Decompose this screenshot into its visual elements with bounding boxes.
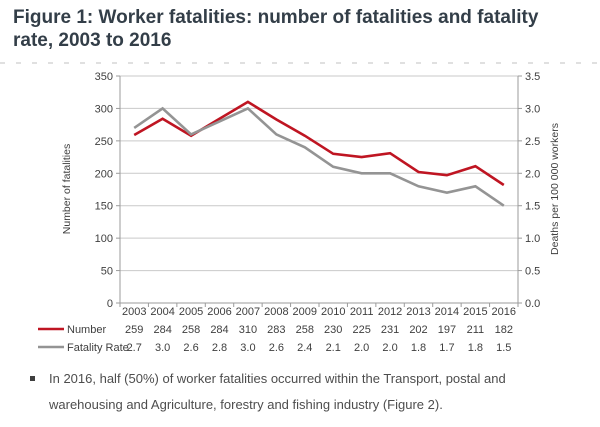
series-line-fatality-rate bbox=[133, 106, 505, 207]
right-axis-tick-label: 0.0 bbox=[525, 298, 540, 310]
chart-container: 0 0.0 50 0.5 100 1.0 150 1.5 200 2.0 250 2.5 300 3.0 3… bbox=[0, 63, 600, 359]
table-value-number: 230 bbox=[324, 324, 342, 336]
table-value-fatality-rate: 3.0 bbox=[240, 342, 255, 354]
right-axis-tick-label: 2.5 bbox=[525, 136, 540, 148]
table-value-number: 182 bbox=[495, 324, 513, 336]
x-axis-label: 2011 bbox=[350, 306, 374, 318]
bullet-list: In 2016, half (50%) of worker fatalities… bbox=[30, 366, 570, 418]
bullet-square-icon bbox=[30, 376, 35, 381]
title-divider bbox=[0, 62, 600, 64]
bullet-text: In 2016, half (50%) of worker fatalities… bbox=[49, 371, 506, 412]
x-axis-label: 2013 bbox=[406, 306, 430, 318]
table-value-fatality-rate: 2.0 bbox=[382, 342, 397, 354]
left-axis-tick-label: 150 bbox=[95, 201, 113, 213]
table-value-fatality-rate: 2.4 bbox=[297, 342, 312, 354]
table-value-fatality-rate: 3.0 bbox=[155, 342, 170, 354]
left-axis-tick-label: 250 bbox=[95, 136, 113, 148]
right-axis-tick-label: 3.5 bbox=[525, 71, 540, 83]
table-value-number: 197 bbox=[438, 324, 456, 336]
x-axis-label: 2014 bbox=[435, 306, 459, 318]
x-axis-label: 2004 bbox=[150, 306, 174, 318]
table-value-number: 225 bbox=[352, 324, 370, 336]
table-value-number: 259 bbox=[125, 324, 143, 336]
right-axis-tick-label: 3.0 bbox=[525, 103, 540, 115]
table-value-number: 310 bbox=[239, 324, 257, 336]
x-axis-label: 2012 bbox=[378, 306, 402, 318]
table-value-number: 284 bbox=[153, 324, 171, 336]
legend-label-number: Number bbox=[67, 324, 106, 336]
table-value-number: 202 bbox=[409, 324, 427, 336]
x-axis-label: 2007 bbox=[236, 306, 260, 318]
table-value-fatality-rate: 2.6 bbox=[183, 342, 198, 354]
x-axis-label: 2003 bbox=[122, 306, 146, 318]
left-axis-tick-label: 0 bbox=[107, 298, 113, 310]
x-axis-label: 2010 bbox=[321, 306, 345, 318]
x-axis-label: 2015 bbox=[463, 306, 487, 318]
table-value-fatality-rate: 1.7 bbox=[439, 342, 454, 354]
table-value-fatality-rate: 2.0 bbox=[354, 342, 369, 354]
table-value-fatality-rate: 2.1 bbox=[326, 342, 341, 354]
left-axis-tick-label: 50 bbox=[101, 266, 113, 278]
table-value-fatality-rate: 1.8 bbox=[468, 342, 483, 354]
left-axis-tick-label: 350 bbox=[95, 71, 113, 83]
right-axis-tick-label: 1.5 bbox=[525, 201, 540, 213]
x-axis-label: 2008 bbox=[264, 306, 288, 318]
table-value-number: 211 bbox=[467, 324, 485, 336]
x-axis-label: 2016 bbox=[492, 306, 516, 318]
left-axis-tick-label: 100 bbox=[95, 233, 113, 245]
table-value-number: 283 bbox=[267, 324, 285, 336]
left-axis-tick-label: 200 bbox=[95, 168, 113, 180]
x-axis-label: 2009 bbox=[293, 306, 317, 318]
table-value-number: 258 bbox=[296, 324, 314, 336]
table-value-fatality-rate: 2.7 bbox=[127, 342, 142, 354]
table-value-number: 284 bbox=[210, 324, 228, 336]
series-line-number bbox=[133, 100, 505, 187]
x-axis-label: 2006 bbox=[207, 306, 231, 318]
x-axis-label: 2005 bbox=[179, 306, 203, 318]
right-axis-tick-label: 1.0 bbox=[525, 233, 540, 245]
left-axis-title: Number of fatalities bbox=[61, 144, 73, 234]
table-value-number: 258 bbox=[182, 324, 200, 336]
table-value-fatality-rate: 2.8 bbox=[212, 342, 227, 354]
table-value-number: 231 bbox=[381, 324, 399, 336]
right-axis-tick-label: 0.5 bbox=[525, 266, 540, 278]
legend-label-fatality-rate: Fatality Rate bbox=[67, 342, 129, 354]
right-axis-title: Deaths per 100 000 workers bbox=[549, 123, 561, 255]
bullet-item: In 2016, half (50%) of worker fatalities… bbox=[30, 366, 570, 418]
table-value-fatality-rate: 2.6 bbox=[269, 342, 284, 354]
figure-title: Figure 1: Worker fatalities: number of f… bbox=[13, 7, 539, 51]
right-axis-tick-label: 2.0 bbox=[525, 168, 540, 180]
left-axis-tick-label: 300 bbox=[95, 103, 113, 115]
table-value-fatality-rate: 1.5 bbox=[496, 342, 511, 354]
table-value-fatality-rate: 1.8 bbox=[411, 342, 426, 354]
fatalities-line-chart: 0 0.0 50 0.5 100 1.0 150 1.5 200 2.0 250 2.5 300 3.0 3… bbox=[38, 71, 561, 354]
